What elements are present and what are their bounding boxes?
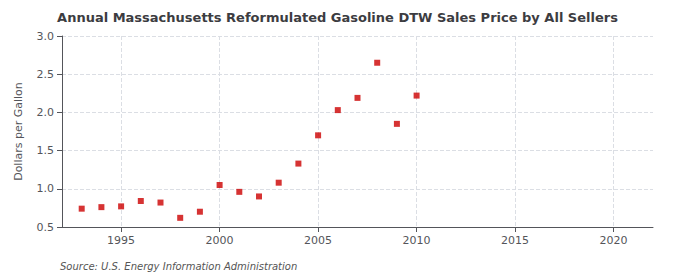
svg-text:2.5: 2.5	[37, 68, 55, 81]
svg-text:2020: 2020	[600, 234, 628, 247]
svg-text:2.0: 2.0	[37, 106, 55, 119]
svg-text:2015: 2015	[501, 234, 529, 247]
svg-text:0.5: 0.5	[37, 221, 55, 234]
svg-text:1.0: 1.0	[37, 182, 55, 195]
svg-text:1995: 1995	[107, 234, 135, 247]
svg-text:Dollars per Gallon: Dollars per Gallon	[12, 82, 25, 181]
svg-text:2010: 2010	[403, 234, 431, 247]
svg-text:Source: U.S. Energy Informatio: Source: U.S. Energy Information Administ…	[60, 261, 297, 272]
svg-text:2000: 2000	[206, 234, 234, 247]
svg-text:1.5: 1.5	[37, 144, 55, 157]
svg-text:3.0: 3.0	[37, 30, 55, 43]
svg-text:2005: 2005	[304, 234, 332, 247]
svg-text:Annual Massachusetts Reformula: Annual Massachusetts Reformulated Gasoli…	[57, 10, 618, 25]
